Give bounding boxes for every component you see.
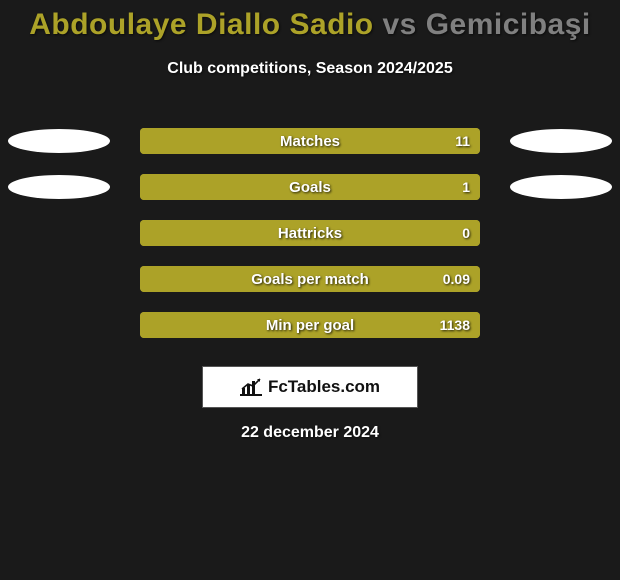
player2-marker — [510, 175, 612, 199]
chart-icon — [240, 378, 262, 396]
player2-value: 0 — [462, 220, 480, 246]
player2-bar — [140, 312, 480, 338]
vs-text: vs — [382, 8, 416, 41]
date-text: 22 december 2024 — [0, 424, 620, 442]
player2-name: Gemicibaşi — [426, 8, 591, 41]
player2-bar — [140, 266, 480, 292]
stats-list: Matches11Goals1Hattricks0Goals per match… — [0, 118, 620, 348]
page-title: Abdoulaye Diallo Sadio vs Gemicibaşi — [0, 0, 620, 42]
comparison-card: Abdoulaye Diallo Sadio vs Gemicibaşi Clu… — [0, 0, 620, 580]
subtitle: Club competitions, Season 2024/2025 — [0, 60, 620, 78]
player2-value: 1 — [462, 174, 480, 200]
player2-bar — [140, 128, 480, 154]
player2-bar — [140, 174, 480, 200]
stat-row: Min per goal1138 — [0, 302, 620, 348]
player1-name: Abdoulaye Diallo Sadio — [29, 8, 373, 41]
player2-marker — [510, 129, 612, 153]
player2-bar — [140, 220, 480, 246]
brand-text: FcTables.com — [268, 377, 380, 397]
brand-box[interactable]: FcTables.com — [202, 366, 418, 408]
stat-row: Matches11 — [0, 118, 620, 164]
player2-value: 1138 — [440, 312, 480, 338]
player1-marker — [8, 129, 110, 153]
player1-marker — [8, 175, 110, 199]
stat-row: Hattricks0 — [0, 210, 620, 256]
player2-value: 0.09 — [443, 266, 480, 292]
stat-row: Goals per match0.09 — [0, 256, 620, 302]
stat-row: Goals1 — [0, 164, 620, 210]
player2-value: 11 — [455, 128, 480, 154]
